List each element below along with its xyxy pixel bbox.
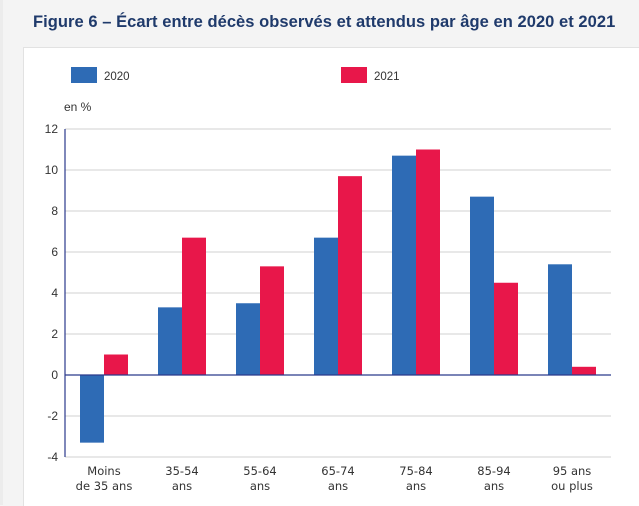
bar-2020-0 [80, 375, 104, 443]
x-tick-label: ou plus [551, 479, 593, 493]
y-tick-label: 6 [51, 245, 58, 259]
legend: 2020 2021 [71, 67, 400, 83]
x-tick-label: de 35 ans [76, 479, 133, 493]
x-tick-label: 65-74 [321, 464, 354, 478]
y-tick-label: 12 [45, 122, 59, 136]
x-tick-label: 95 ans [553, 464, 592, 478]
y-tick-label: 4 [51, 286, 58, 300]
x-tick-label: Moins [87, 464, 120, 478]
y-tick-label: 8 [51, 204, 58, 218]
legend-label-2021: 2021 [374, 71, 400, 83]
bar-2020-5 [470, 196, 494, 375]
bar-2021-5 [494, 282, 518, 375]
bar-2020-6 [548, 264, 572, 375]
legend-swatch-2021 [341, 67, 367, 83]
bar-2021-6 [572, 366, 596, 375]
y-axis-unit-label: en % [64, 100, 92, 114]
y-tick-label: 0 [51, 368, 58, 382]
bars [80, 149, 596, 443]
bar-2021-3 [338, 176, 362, 375]
x-tick-label: 85-94 [477, 464, 510, 478]
bar-2020-2 [236, 303, 260, 375]
x-tick-label: ans [250, 479, 270, 493]
x-tick-label: ans [484, 479, 504, 493]
legend-label-2020: 2020 [104, 71, 130, 83]
x-tick-label: 55-64 [243, 464, 276, 478]
bar-2021-1 [182, 237, 206, 375]
x-tick-label: 75-84 [399, 464, 432, 478]
bar-2020-4 [392, 155, 416, 375]
x-tick-label: ans [328, 479, 348, 493]
y-axis-ticks: -4 -2 0 2 4 6 8 10 12 [45, 122, 59, 464]
legend-swatch-2020 [71, 67, 97, 83]
axes [64, 129, 611, 457]
y-tick-label: 2 [51, 327, 58, 341]
y-tick-label: -2 [47, 409, 58, 423]
y-tick-label: -4 [47, 450, 58, 464]
x-tick-label: 35-54 [165, 464, 198, 478]
figure-title: Figure 6 – Écart entre décès observés et… [33, 13, 616, 31]
bar-2021-0 [104, 354, 128, 375]
bar-2020-3 [314, 237, 338, 375]
x-tick-label: ans [406, 479, 426, 493]
page-edge [0, 0, 3, 505]
bar-2021-4 [416, 149, 440, 375]
y-tick-label: 10 [45, 163, 59, 177]
bar-2021-2 [260, 266, 284, 375]
bar-2020-1 [158, 307, 182, 375]
x-tick-label: ans [172, 479, 192, 493]
